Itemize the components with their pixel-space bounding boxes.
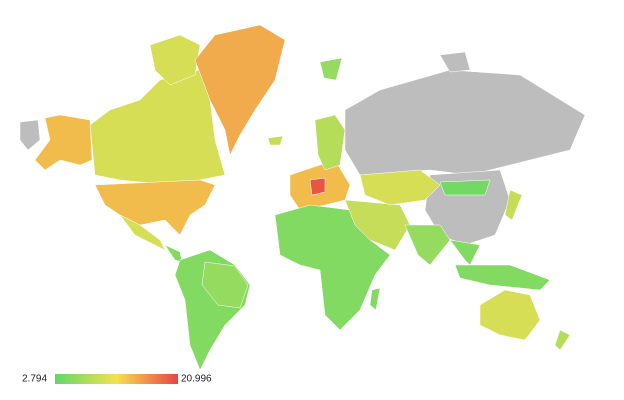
no-data-region <box>439 51 471 73</box>
region <box>89 69 226 186</box>
legend-max: 20.996 <box>181 374 212 385</box>
region <box>119 214 166 251</box>
region <box>404 224 451 266</box>
region <box>554 329 571 351</box>
region <box>344 199 411 251</box>
legend-gradient <box>55 374 178 384</box>
region <box>267 135 284 146</box>
region <box>479 289 541 341</box>
region <box>34 114 93 171</box>
no-data-region <box>344 69 586 176</box>
legend-min: 2.794 <box>22 374 47 385</box>
region <box>439 179 491 196</box>
region <box>359 169 441 206</box>
region <box>449 239 481 266</box>
region <box>201 261 249 309</box>
region <box>309 177 326 196</box>
region <box>149 34 201 86</box>
region <box>369 287 381 311</box>
region <box>314 114 346 171</box>
region <box>194 24 286 156</box>
region <box>319 57 343 81</box>
no-data-regions <box>19 51 586 246</box>
regions <box>34 24 571 371</box>
region <box>504 189 523 221</box>
region <box>454 264 551 291</box>
region <box>94 179 216 236</box>
region <box>164 244 183 263</box>
no-data-region <box>19 119 41 151</box>
